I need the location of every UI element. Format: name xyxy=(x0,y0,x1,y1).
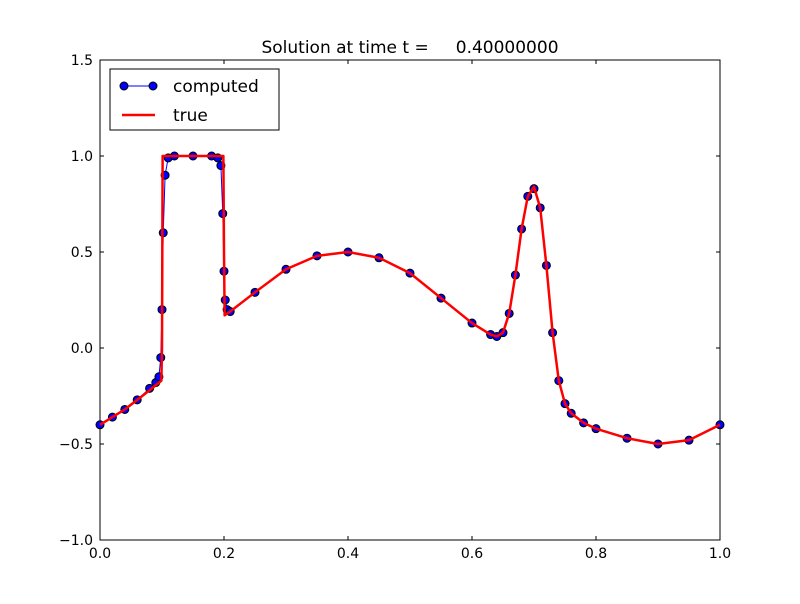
legend-computed-marker xyxy=(119,81,129,91)
x-tick-label: 0.8 xyxy=(585,546,607,562)
chart-title: Solution at time t = 0.40000000 xyxy=(261,38,558,58)
y-tick-label: −1.0 xyxy=(59,533,93,549)
x-tick-label: 0.2 xyxy=(213,546,235,562)
legend-label-true: true xyxy=(173,106,208,126)
y-tick-label: 1.0 xyxy=(71,149,93,165)
legend-box xyxy=(109,68,280,131)
y-tick-label: 1.5 xyxy=(71,53,93,69)
x-tick-label: 0.0 xyxy=(89,546,111,562)
x-tick-label: 0.6 xyxy=(461,546,483,562)
x-axis: 0.0 0.2 0.4 0.6 0.8 1.0 xyxy=(89,60,731,562)
plot-frame xyxy=(99,59,721,541)
legend-computed-marker xyxy=(148,81,158,91)
series-layer xyxy=(95,151,725,449)
y-tick-label: −0.5 xyxy=(59,437,93,453)
legend-label-computed: computed xyxy=(173,77,259,97)
y-tick-label: 0.5 xyxy=(71,245,93,261)
y-axis: −1.0 −0.5 0.0 0.5 1.0 1.5 xyxy=(59,53,720,549)
legend: computed true xyxy=(109,68,280,131)
series-true-line xyxy=(99,154,721,446)
y-tick-label: 0.0 xyxy=(71,341,93,357)
x-tick-label: 1.0 xyxy=(709,546,731,562)
x-tick-label: 0.4 xyxy=(337,546,359,562)
